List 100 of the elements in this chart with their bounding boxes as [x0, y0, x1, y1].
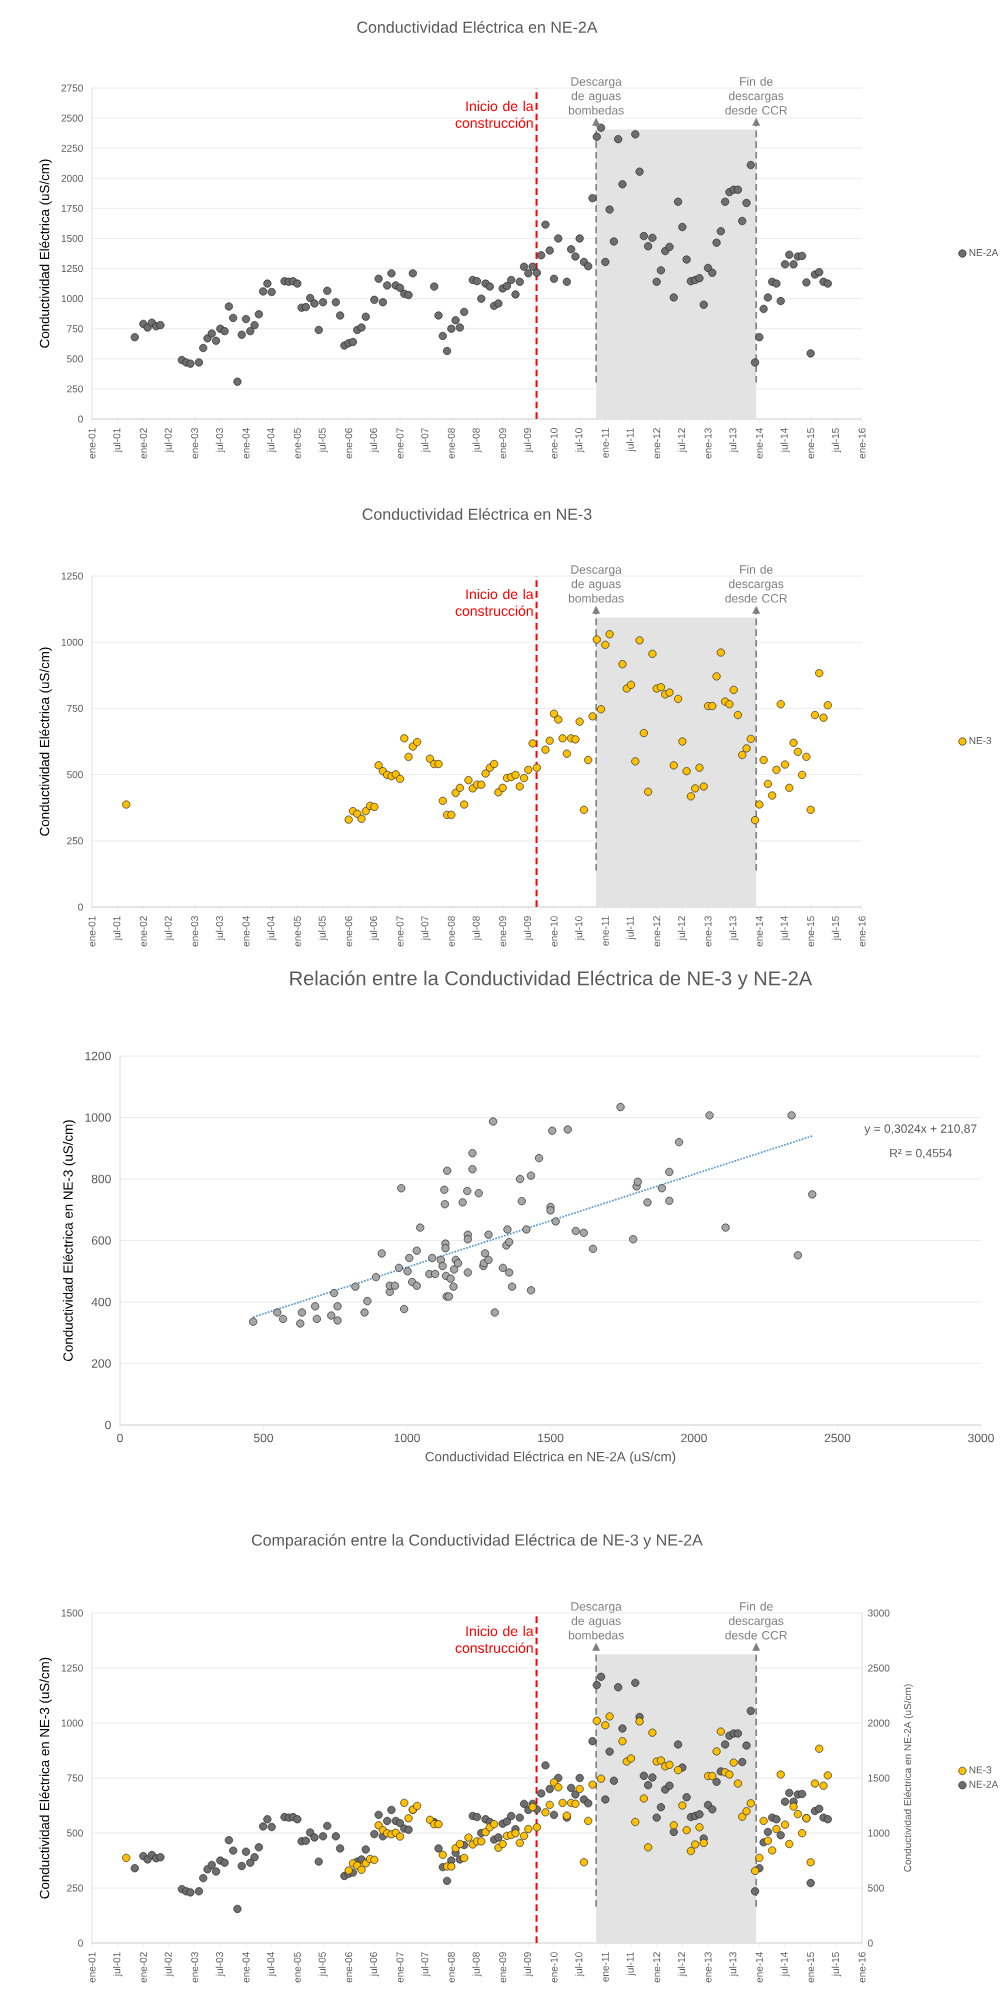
annotation: R² = 0,4554 — [890, 1148, 952, 1159]
ref-line-label: Inicio de la construcción — [455, 1625, 534, 1653]
x-tick-label: jul-04 — [267, 1952, 277, 1977]
x-tick-label: jul-05 — [318, 428, 328, 453]
x-tick-label: jul-14 — [780, 428, 790, 453]
x-tick-label: ene-08 — [447, 428, 455, 459]
x-tick-label: ene-07 — [396, 916, 404, 947]
x-tick-label: ene-16 — [858, 1952, 866, 1983]
x-tick-label: jul-09 — [523, 428, 533, 453]
y-tick-label: 500 — [67, 771, 83, 779]
y-axis-title: Conductividad Eléctrica en NE-3 (uS/cm) — [39, 1657, 52, 1899]
x-tick-label: ene-05 — [293, 1952, 301, 1983]
x-tick-label: jul-06 — [369, 1952, 379, 1977]
x-tick-label: jul-12 — [677, 916, 687, 941]
y2-tick-label: 0 — [868, 1939, 873, 1947]
x-tick-label: jul-13 — [729, 1952, 739, 1977]
y2-tick-label: 2000 — [868, 1719, 890, 1727]
x-tick-label: ene-01 — [88, 428, 96, 459]
x-tick-label: ene-06 — [345, 1952, 353, 1983]
x-tick-label: jul-05 — [318, 1952, 328, 1977]
x-tick-label: 1500 — [538, 1433, 564, 1443]
x-tick-label: jul-06 — [369, 916, 379, 941]
x-tick-label: ene-04 — [242, 916, 250, 947]
y-tick-label: 400 — [91, 1297, 111, 1307]
y-tick-label: 1250 — [61, 265, 83, 273]
x-tick-label: ene-12 — [653, 916, 661, 947]
x-tick-label: 0 — [117, 1433, 123, 1443]
y-tick-label: 2250 — [61, 144, 83, 152]
y-tick-label: 1250 — [61, 572, 83, 580]
x-tick-label: jul-10 — [575, 916, 585, 941]
x-tick-label: ene-04 — [242, 428, 250, 459]
x-tick-label: jul-15 — [831, 428, 841, 453]
x-tick-label: ene-03 — [191, 428, 199, 459]
y2-tick-label: 2500 — [868, 1664, 890, 1672]
y-tick-label: 750 — [67, 1774, 83, 1782]
x-tick-label: ene-04 — [242, 1952, 250, 1983]
x-tick-label: ene-01 — [88, 916, 96, 947]
x-tick-label: jul-08 — [472, 916, 482, 941]
x-tick-label: ene-05 — [293, 916, 301, 947]
y-tick-label: 0 — [78, 903, 83, 911]
y-tick-label: 2750 — [61, 84, 83, 92]
x-tick-label: 2000 — [681, 1433, 707, 1443]
x-tick-label: jul-03 — [215, 916, 225, 941]
annotation: y = 0,3024x + 210,87 — [864, 1124, 977, 1136]
x-tick-label: ene-03 — [191, 916, 199, 947]
chart-title: Comparación entre la Conductividad Eléctrica de NE-3 y NE-2A — [251, 1533, 703, 1549]
x-tick-label: ene-09 — [499, 428, 507, 459]
x-tick-label: ene-10 — [550, 1952, 558, 1983]
y2-tick-label: 1000 — [868, 1829, 890, 1837]
x-tick-label: jul-03 — [215, 1952, 225, 1977]
legend-label: NE-2A — [969, 1780, 999, 1788]
x-tick-label: jul-12 — [677, 428, 687, 453]
x-tick-label: ene-02 — [139, 428, 147, 459]
x-tick-label: ene-06 — [345, 916, 353, 947]
x-tick-label: ene-13 — [704, 428, 712, 459]
y-tick-label: 2500 — [61, 114, 83, 122]
y2-tick-label: 500 — [868, 1884, 884, 1892]
x-tick-label: ene-16 — [858, 916, 866, 947]
legend-label: NE-3 — [969, 737, 992, 745]
x-tick-label: ene-05 — [293, 428, 301, 459]
x-tick-label: ene-10 — [550, 916, 558, 947]
ref-line-label: Fin de descargas desde CCR — [725, 76, 787, 115]
y2-tick-label: 3000 — [867, 1609, 890, 1617]
ref-line-label: Descarga de aguas bombedas — [568, 1602, 624, 1640]
x-tick-label: ene-08 — [447, 916, 455, 947]
x-tick-label: ene-15 — [807, 1952, 815, 1983]
x-tick-label: jul-08 — [472, 1952, 482, 1977]
legend-label: NE-2A — [969, 249, 999, 256]
x-tick-label: jul-09 — [523, 1952, 533, 1977]
y-tick-label: 250 — [67, 1884, 83, 1892]
y-tick-label: 750 — [67, 325, 83, 333]
x-tick-label: jul-11 — [626, 916, 636, 940]
y-tick-label: 250 — [67, 385, 83, 393]
ref-line-label: Descarga de aguas bombedas — [568, 77, 624, 115]
x-tick-label: 500 — [253, 1433, 274, 1443]
x-tick-label: ene-01 — [88, 1952, 96, 1983]
x-tick-label: ene-12 — [653, 428, 661, 459]
x-tick-label: jul-07 — [421, 916, 431, 941]
x-tick-label: ene-06 — [345, 428, 353, 459]
x-tick-label: ene-10 — [550, 428, 558, 459]
y-tick-label: 1000 — [61, 638, 83, 646]
legend-label: NE-3 — [969, 1766, 992, 1774]
y-tick-label: 750 — [67, 704, 83, 712]
y-tick-label: 500 — [67, 1829, 83, 1837]
x-tick-label: jul-14 — [780, 1952, 790, 1977]
x-tick-label: jul-02 — [164, 916, 174, 941]
x-tick-label: jul-01 — [113, 916, 123, 941]
x-tick-label: jul-04 — [267, 428, 277, 453]
x-tick-label: jul-02 — [164, 428, 174, 453]
y-tick-label: 1200 — [85, 1051, 111, 1061]
chart-title: Relación entre la Conductividad Eléctrica de NE-3 y NE-2A — [290, 970, 813, 990]
x-tick-label: ene-15 — [807, 916, 815, 947]
ref-line-label: Fin de descargas desde CCR — [725, 564, 787, 603]
x-tick-label: jul-15 — [831, 1952, 841, 1977]
y2-axis-title: Conductividad Eléctrica en NE-2A (uS/cm) — [903, 1684, 914, 1872]
ref-line-label: Inicio de la construcción — [455, 100, 534, 128]
y-tick-label: 200 — [91, 1359, 111, 1368]
x-tick-label: ene-09 — [499, 1952, 507, 1983]
x-tick-label: jul-15 — [831, 916, 841, 941]
x-tick-label: jul-11 — [626, 428, 636, 452]
